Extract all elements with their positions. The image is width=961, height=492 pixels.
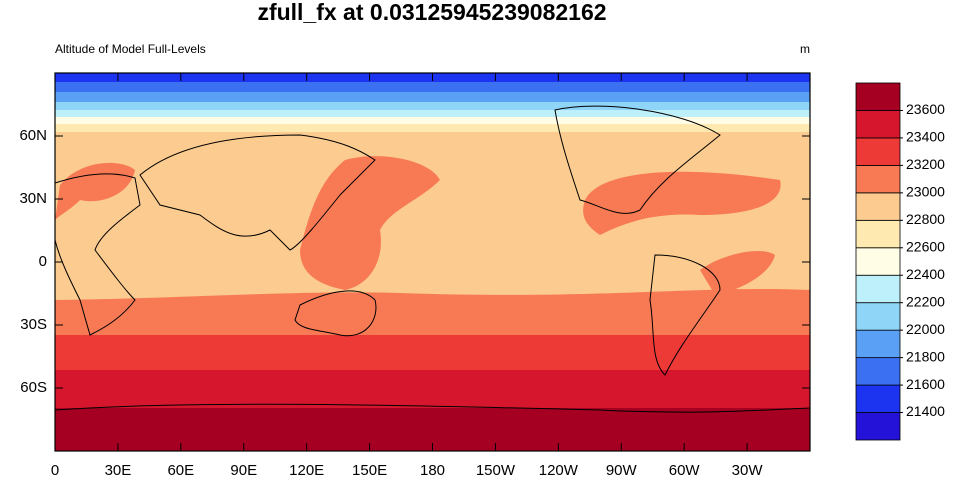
colorbar-box: [855, 329, 901, 359]
x-tick-label: 30W: [732, 462, 764, 479]
colorbar-label: 21800: [906, 348, 945, 364]
x-tick-label: 0: [51, 462, 59, 479]
colorbar-label: 23400: [906, 129, 945, 145]
colorbar-box: [855, 412, 901, 441]
colorbar-label: 22800: [906, 211, 945, 227]
x-tick-label: 120E: [289, 462, 324, 479]
subtitle-left: Altitude of Model Full-Levels: [55, 42, 206, 56]
coastline: [649, 254, 721, 376]
contour-band: [55, 110, 810, 117]
coastline: [139, 134, 376, 251]
y-tick-label: 60N: [19, 127, 47, 144]
colorbar-box: [855, 82, 901, 111]
x-tick-label: 90W: [606, 462, 638, 479]
coastline: [54, 403, 811, 413]
colorbar: 21400 21600 21800 22000 22200 22400 22600 22800…: [855, 82, 945, 441]
colorbar-box: [855, 137, 901, 166]
coastline: [294, 290, 377, 337]
contour-region: [583, 171, 781, 235]
colorbar-box: [855, 274, 901, 304]
colorbar-box: [855, 219, 901, 249]
x-tick-label: 60E: [167, 462, 194, 479]
contour-band: [55, 335, 810, 370]
y-tick-label: 30N: [19, 190, 47, 207]
colorbar-label: 22200: [906, 293, 945, 309]
y-tick-label: 30S: [20, 316, 47, 333]
contour-region: [55, 288, 810, 300]
colorbar-box: [855, 164, 901, 194]
colorbar-label: 23200: [906, 156, 945, 172]
colorbar-label: 21600: [906, 376, 945, 392]
colorbar-label: 22000: [906, 321, 945, 337]
contour-band: [55, 102, 810, 110]
colorbar-box: [855, 192, 901, 221]
x-tick-label: 180: [420, 462, 445, 479]
x-tick-label: 150W: [476, 462, 516, 479]
coastline: [54, 173, 141, 336]
contour-region: [300, 156, 440, 290]
colorbar-box: [855, 384, 901, 413]
contour-band: [55, 300, 810, 335]
contour-band: [55, 82, 810, 92]
colorbar-label: 21400: [906, 403, 945, 419]
x-tick-label: 150E: [352, 462, 387, 479]
colorbar-label: 22600: [906, 238, 945, 254]
x-tick-label: 60W: [669, 462, 701, 479]
x-tick-label: 120W: [539, 462, 579, 479]
colorbar-box: [855, 247, 901, 276]
x-tick-label: 30E: [105, 462, 132, 479]
units-label: m: [800, 42, 810, 56]
colorbar-label: 23000: [906, 184, 945, 200]
colorbar-label: 22400: [906, 266, 945, 282]
contour-band: [55, 124, 810, 132]
colorbar-box: [855, 357, 901, 386]
colorbar-box: [855, 110, 901, 139]
contour-band: [55, 370, 810, 408]
y-tick-label: 0: [39, 253, 47, 270]
x-tick-label: 90E: [230, 462, 257, 479]
contour-band: [55, 117, 810, 124]
contour-band: [55, 92, 810, 102]
coastlines: [54, 105, 811, 413]
colorbar-box: [855, 302, 901, 331]
contour-field: [55, 73, 810, 451]
title: zfull_fx at 0.03125945239082162: [257, 0, 606, 25]
colorbar-label: 23600: [906, 101, 945, 117]
coastline: [554, 105, 721, 214]
contour-band: [55, 132, 810, 300]
y-tick-label: 60S: [20, 379, 47, 396]
